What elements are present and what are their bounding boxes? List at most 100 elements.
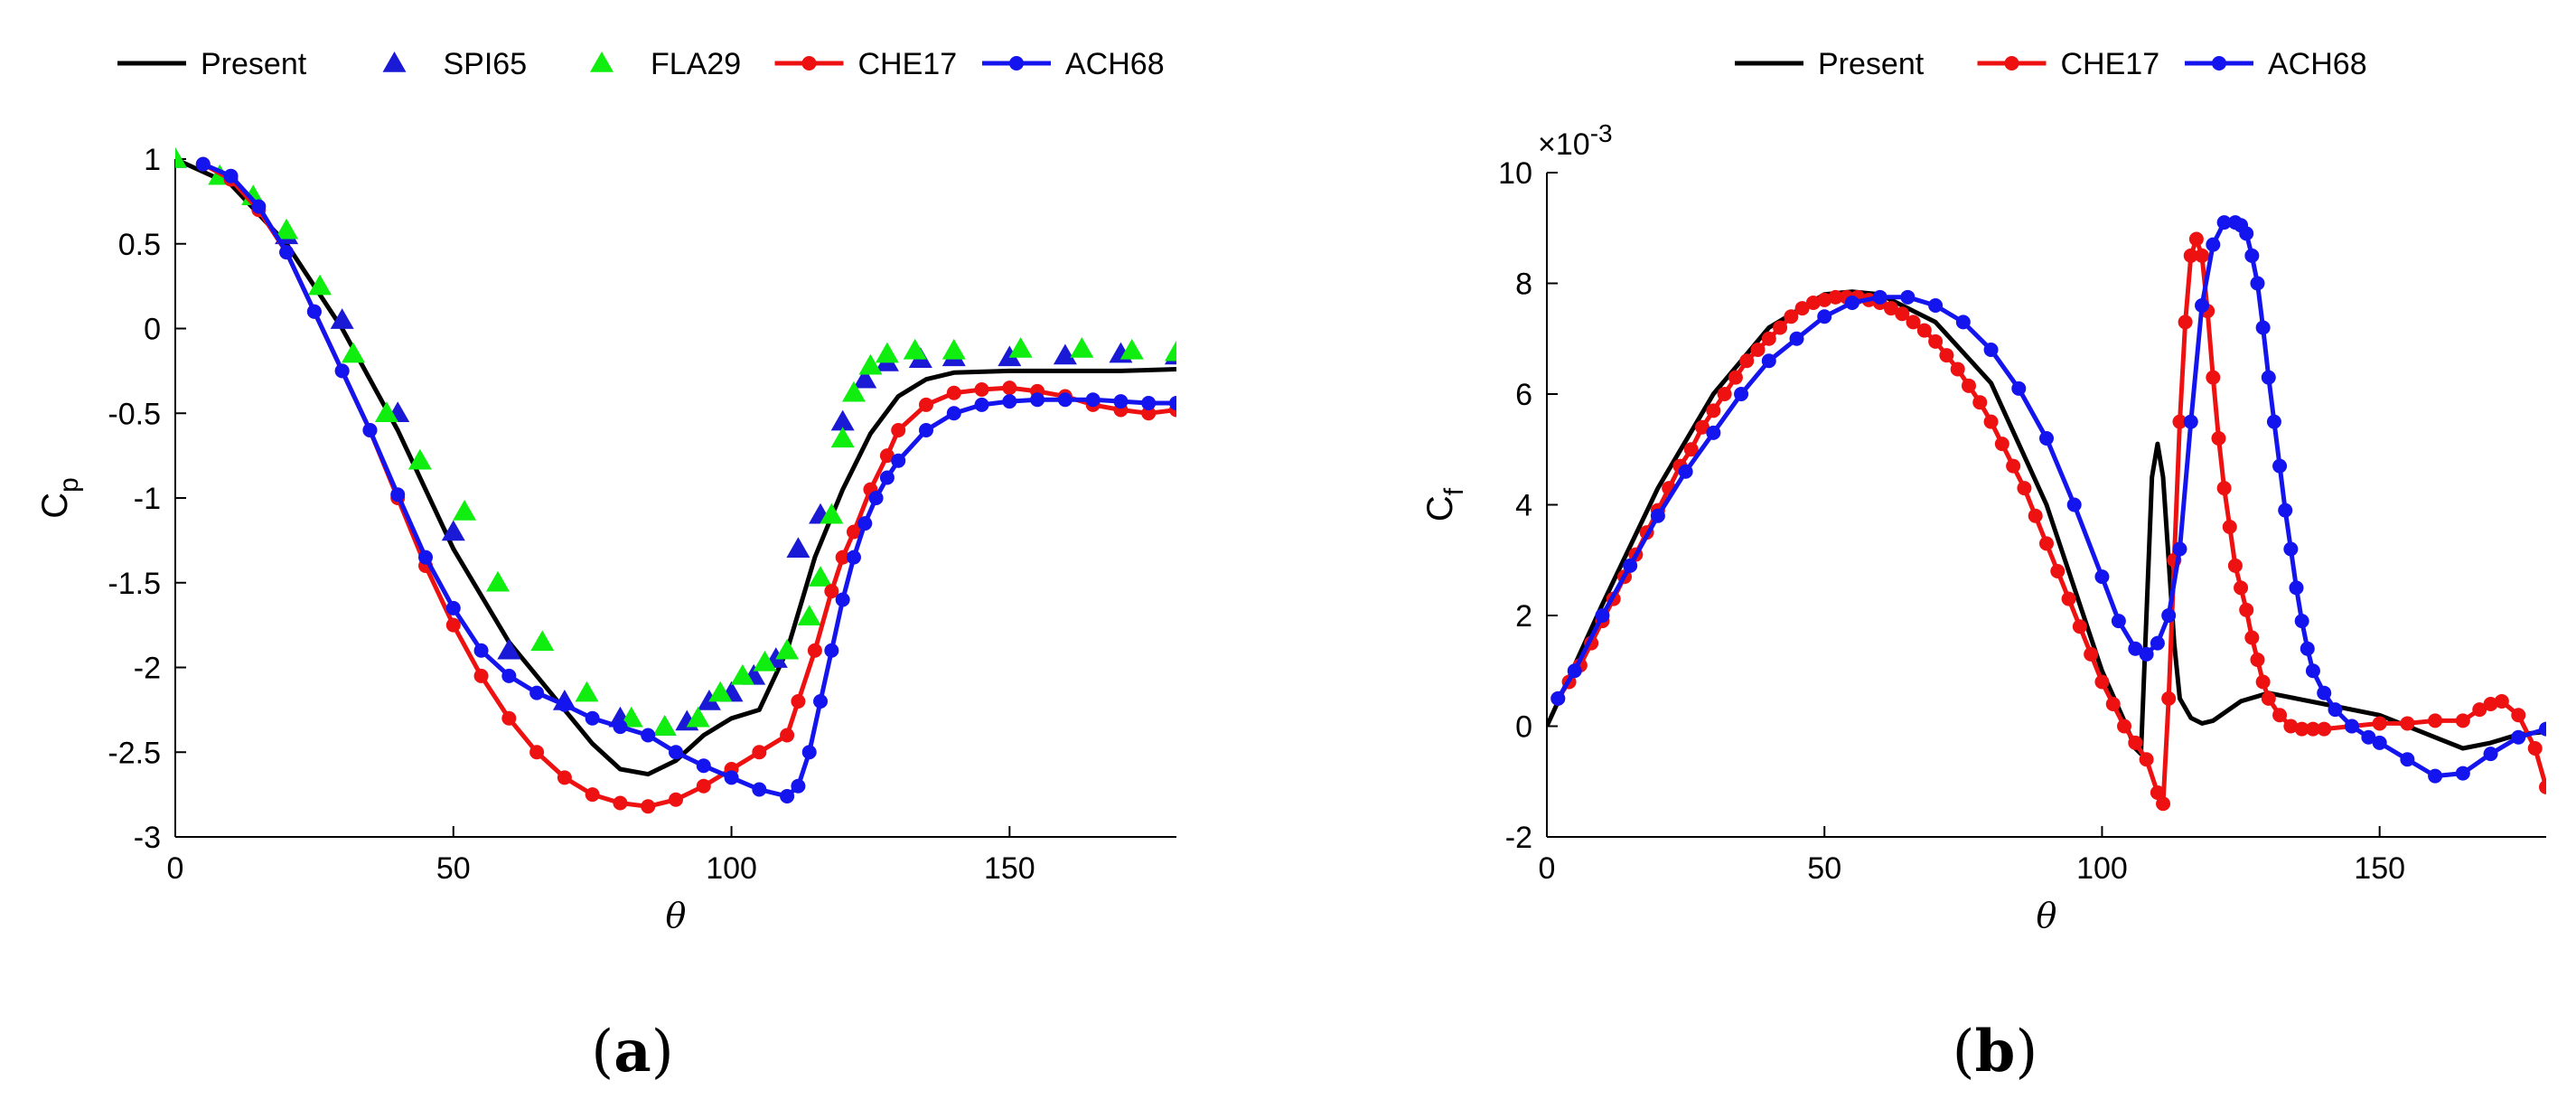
panel-b-caption-close: ) (2015, 1019, 2037, 1085)
panel-b-che17-point (1972, 395, 1988, 410)
panel-b-present-line (1547, 289, 2546, 756)
panel-a-che17-point (501, 710, 517, 726)
panel-a-y-axis-label-sub: p (54, 477, 84, 493)
panel-b-che17-point (1961, 378, 1976, 393)
panel-a-ach68-point (752, 782, 767, 797)
panel-a-fla29-point (1008, 337, 1033, 358)
panel-a-ach68-point (613, 719, 628, 735)
panel-a-y-tick-label: -2.5 (108, 736, 161, 770)
panel-a-y-axis-label: Cp (35, 477, 84, 519)
panel-a-ach68-point (557, 697, 572, 712)
panel-b-che17-point (2234, 580, 2249, 596)
panel-a-ach68-point (1113, 394, 1129, 409)
panel-b-ach68-point (2300, 641, 2315, 656)
panel-a-legend-item-spi65: SPI65 (382, 47, 528, 81)
panel-a-fla29-point (809, 566, 833, 587)
panel-a-series-present (175, 156, 1176, 777)
panel-a-ach68-point (669, 745, 683, 760)
panel-b-ach68-point (1844, 295, 1859, 310)
panel-b-che17-point (2511, 708, 2526, 723)
panel-a-y-tick-label: -3 (134, 821, 161, 855)
panel-a-fla29-point (708, 681, 733, 702)
panel-b-y-axis-label: Cf (1420, 487, 1469, 521)
panel-b-che17-point (1695, 419, 1710, 435)
panel-a-chart: 0 50 100 150 1 0.5 0 -0.5 -1 -1.5 -2 -2.5 -3 θ Cp Prese… (35, 47, 1176, 1085)
panel-b-che17-point (1739, 353, 1755, 369)
panel-b-che17-point (2317, 721, 2332, 737)
panel-b-che17-point (2272, 708, 2288, 723)
panel-b-legend-item-present: Present (1735, 47, 1925, 81)
panel-b-ach68-point (1550, 691, 1566, 706)
panel-a-ach68-point (846, 550, 861, 565)
panel-a-ach68-point (445, 600, 461, 615)
panel-b-legend-label-ach68: ACH68 (2268, 47, 2367, 81)
panel-b-plot-area (1547, 215, 2546, 812)
panel-a-legend-label-che17: CHE17 (858, 47, 958, 81)
panel-b-che17-point (2255, 674, 2271, 690)
panel-b-che17-point (2216, 481, 2232, 496)
panel-a-ach68-point (223, 168, 239, 183)
panel-a-x-tick-label: 50 (436, 851, 471, 886)
panel-b-ach68-point (2139, 646, 2154, 662)
panel-b-che17-point (2305, 721, 2320, 737)
panel-a-che17-point (1002, 380, 1017, 396)
panel-b-che17-point (1906, 315, 1921, 330)
panel-a-x-tick-label: 150 (984, 851, 1035, 886)
panel-b-ach68-point (1789, 331, 1804, 346)
panel-a-legend-item-ach68: ACH68 (982, 47, 1165, 81)
panel-a-che17-point (807, 643, 822, 658)
panel-a-ach68-point (585, 710, 600, 726)
panel-a-series-ach68 (195, 156, 1176, 803)
panel-b-ach68-point (1761, 353, 1776, 369)
panel-b-che17-point (2039, 536, 2054, 551)
panel-b-y-tick-label: 0 (1515, 710, 1532, 745)
panel-b-che17-point (1983, 414, 1999, 429)
panel-a-fla29-point (941, 338, 966, 360)
panel-b-ach68-point (2455, 766, 2470, 781)
panel-b-ach68-point (2289, 580, 2304, 596)
panel-b-ach68-point (1955, 315, 1971, 330)
panel-a-che17-point (791, 694, 806, 709)
panel-a-spi65-point (853, 367, 877, 389)
panel-b-che17-point (1994, 437, 2009, 452)
panel-a-che17-point (974, 382, 989, 397)
panel-a-legend-marker-spi65 (382, 52, 407, 72)
panel-b-che17-point (2455, 713, 2470, 728)
panel-b-ach68-point (2328, 702, 2343, 718)
panel-a-che17-point (752, 745, 767, 760)
panel-b-ach68-point (1567, 663, 1582, 679)
panel-b-che17-point (2017, 481, 2032, 496)
panel-b-ach68-point (2066, 497, 2082, 512)
panel-a-ach68-point (279, 245, 295, 260)
panel-b-che17-point (2261, 691, 2276, 706)
panel-b-che17-point (1761, 331, 1776, 346)
panel-a-caption-close: ) (651, 1019, 674, 1085)
panel-a-ach68-point (1169, 396, 1176, 410)
panel-a-ach68-point (1030, 392, 1045, 408)
panel-a-legend-label-spi65: SPI65 (444, 47, 528, 81)
panel-a-fla29-point (1119, 338, 1144, 360)
panel-b-ach68-point (2111, 614, 2126, 629)
panel-a-legend-marker-fla29 (590, 52, 614, 72)
panel-a-spi65-point (998, 345, 1022, 367)
panel-b-ach68-point (2283, 541, 2299, 557)
panel-a-che17-point (585, 787, 600, 803)
panel-b-che17-point (2428, 713, 2443, 728)
panel-b-ach68-point (2266, 414, 2281, 429)
panel-b-x-axis-label: θ (2037, 896, 2057, 935)
panel-b-che17-point (2206, 370, 2221, 385)
panel-a-ach68-point (529, 685, 545, 700)
panel-b-che17-point (2372, 716, 2387, 731)
panel-a-fla29-point (775, 638, 800, 660)
panel-b-che17-point (1717, 387, 1732, 401)
panel-b-che17-point (2294, 721, 2309, 737)
panel-b-che17-point (1916, 323, 1932, 338)
panel-b-ach68-point (2361, 729, 2376, 745)
panel-a-y-tick-label: -0.5 (108, 397, 161, 431)
panel-a-ach68-point (974, 397, 989, 412)
panel-a-che17-point (780, 728, 795, 743)
panel-a-ach68-point (334, 363, 350, 379)
panel-b-che17-point (1683, 442, 1699, 457)
panel-a-ach68-point (780, 789, 795, 803)
